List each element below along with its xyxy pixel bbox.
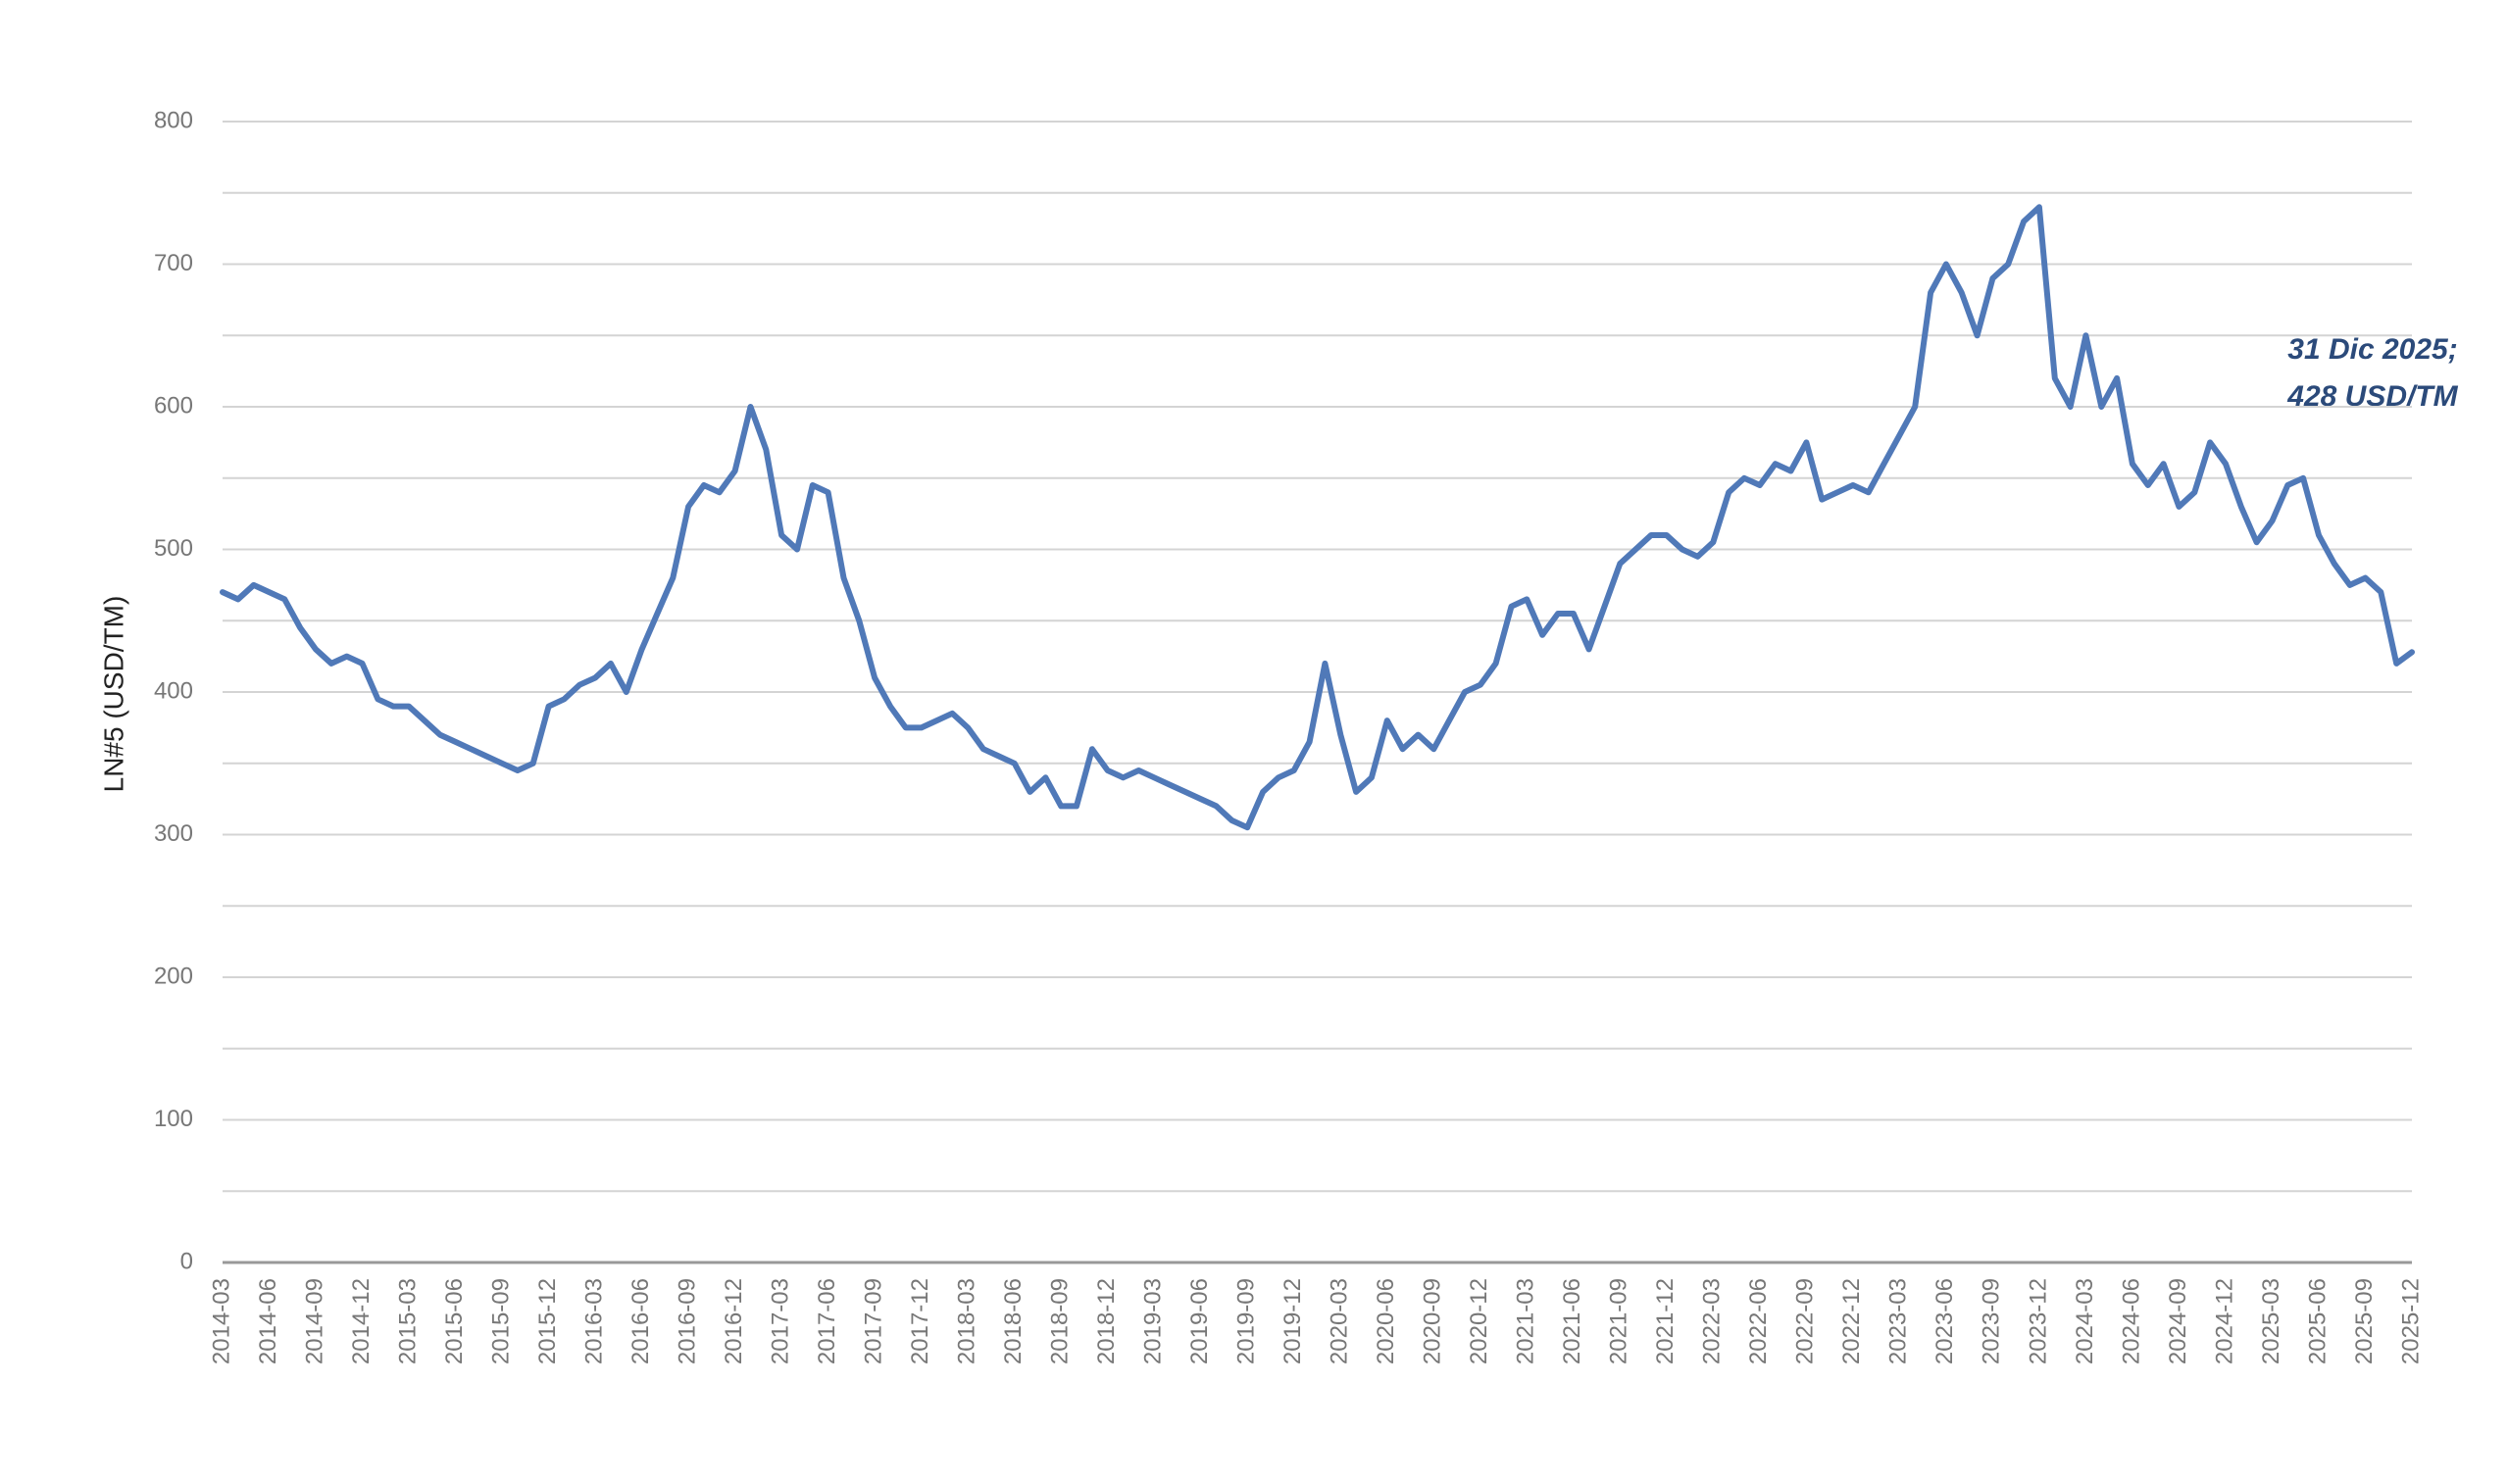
- x-tick-label: 2020-03: [1327, 1278, 1353, 1364]
- x-tick-label: 2022-03: [1699, 1278, 1726, 1364]
- x-tick-label: 2022-09: [1792, 1278, 1819, 1364]
- x-tick-label: 2017-12: [907, 1278, 933, 1364]
- y-tick-label: 300: [154, 820, 193, 847]
- x-tick-label: 2024-03: [2072, 1278, 2098, 1364]
- x-tick-label: 2021-09: [1606, 1278, 1632, 1364]
- x-tick-label: 2014-06: [255, 1278, 281, 1364]
- x-tick-label: 2019-03: [1140, 1278, 1167, 1364]
- y-tick-label: 400: [154, 677, 193, 704]
- x-tick-label: 2021-03: [1513, 1278, 1539, 1364]
- x-tick-label: 2023-06: [1931, 1278, 1958, 1364]
- x-tick-label: 2025-12: [2397, 1278, 2424, 1364]
- y-tick-label: 200: [154, 963, 193, 989]
- x-tick-label: 2019-09: [1233, 1278, 1260, 1364]
- x-tick-label: 2017-03: [767, 1278, 793, 1364]
- x-tick-label: 2018-06: [1000, 1278, 1027, 1364]
- y-tick-label: 800: [154, 107, 193, 133]
- x-tick-label: 2017-06: [814, 1278, 840, 1364]
- x-tick-label: 2023-12: [2025, 1278, 2051, 1364]
- x-tick-label: 2021-12: [1652, 1278, 1679, 1364]
- x-tick-label: 2016-03: [580, 1278, 607, 1364]
- y-axis-label: LN#5 (USD/TM): [98, 596, 128, 793]
- x-tick-label: 2015-03: [394, 1278, 421, 1364]
- x-tick-label: 2025-09: [2351, 1278, 2378, 1364]
- x-tick-label: 2023-03: [1885, 1278, 1912, 1364]
- x-tick-label: 2020-06: [1373, 1278, 1399, 1364]
- x-tick-label: 2015-09: [487, 1278, 514, 1364]
- x-tick-label: 2020-09: [1420, 1278, 1446, 1364]
- x-tick-label: 2019-12: [1279, 1278, 1306, 1364]
- x-tick-label: 2014-09: [301, 1278, 327, 1364]
- x-tick-label: 2017-09: [860, 1278, 886, 1364]
- data-line: [220, 204, 2415, 831]
- x-tick-label: 2021-06: [1559, 1278, 1585, 1364]
- x-tick-label: 2015-06: [441, 1278, 468, 1364]
- x-tick-label: 2025-06: [2304, 1278, 2331, 1364]
- y-tick-label: 100: [154, 1106, 193, 1132]
- x-tick-label: 2018-09: [1047, 1278, 1074, 1364]
- x-tick-label: 2023-09: [1979, 1278, 2005, 1364]
- x-tick-label: 2019-06: [1186, 1278, 1213, 1364]
- x-tick-label: 2025-03: [2258, 1278, 2284, 1364]
- x-tick-label: 2016-09: [674, 1278, 700, 1364]
- y-tick-label: 500: [154, 535, 193, 562]
- x-tick-label: 2024-06: [2118, 1278, 2144, 1364]
- y-tick-label: 600: [154, 392, 193, 419]
- x-tick-label: 2015-12: [534, 1278, 561, 1364]
- x-tick-label: 2014-12: [348, 1278, 375, 1364]
- x-tick-label: 2020-12: [1466, 1278, 1492, 1364]
- x-tick-label: 2018-03: [954, 1278, 980, 1364]
- y-tick-label: 0: [180, 1248, 193, 1274]
- x-tick-label: 2018-12: [1093, 1278, 1120, 1364]
- x-tick-label: 2022-06: [1745, 1278, 1772, 1364]
- x-tick-label: 2014-03: [208, 1278, 234, 1364]
- x-tick-label: 2024-09: [2165, 1278, 2191, 1364]
- x-tick-label: 2022-12: [1838, 1278, 1865, 1364]
- x-tick-label: 2016-06: [627, 1278, 654, 1364]
- x-tick-label: 2024-12: [2211, 1278, 2237, 1364]
- annotation: 31 Dic 2025;: [2287, 333, 2457, 366]
- x-tick-label: 2016-12: [721, 1278, 747, 1364]
- y-tick-label: 700: [154, 250, 193, 276]
